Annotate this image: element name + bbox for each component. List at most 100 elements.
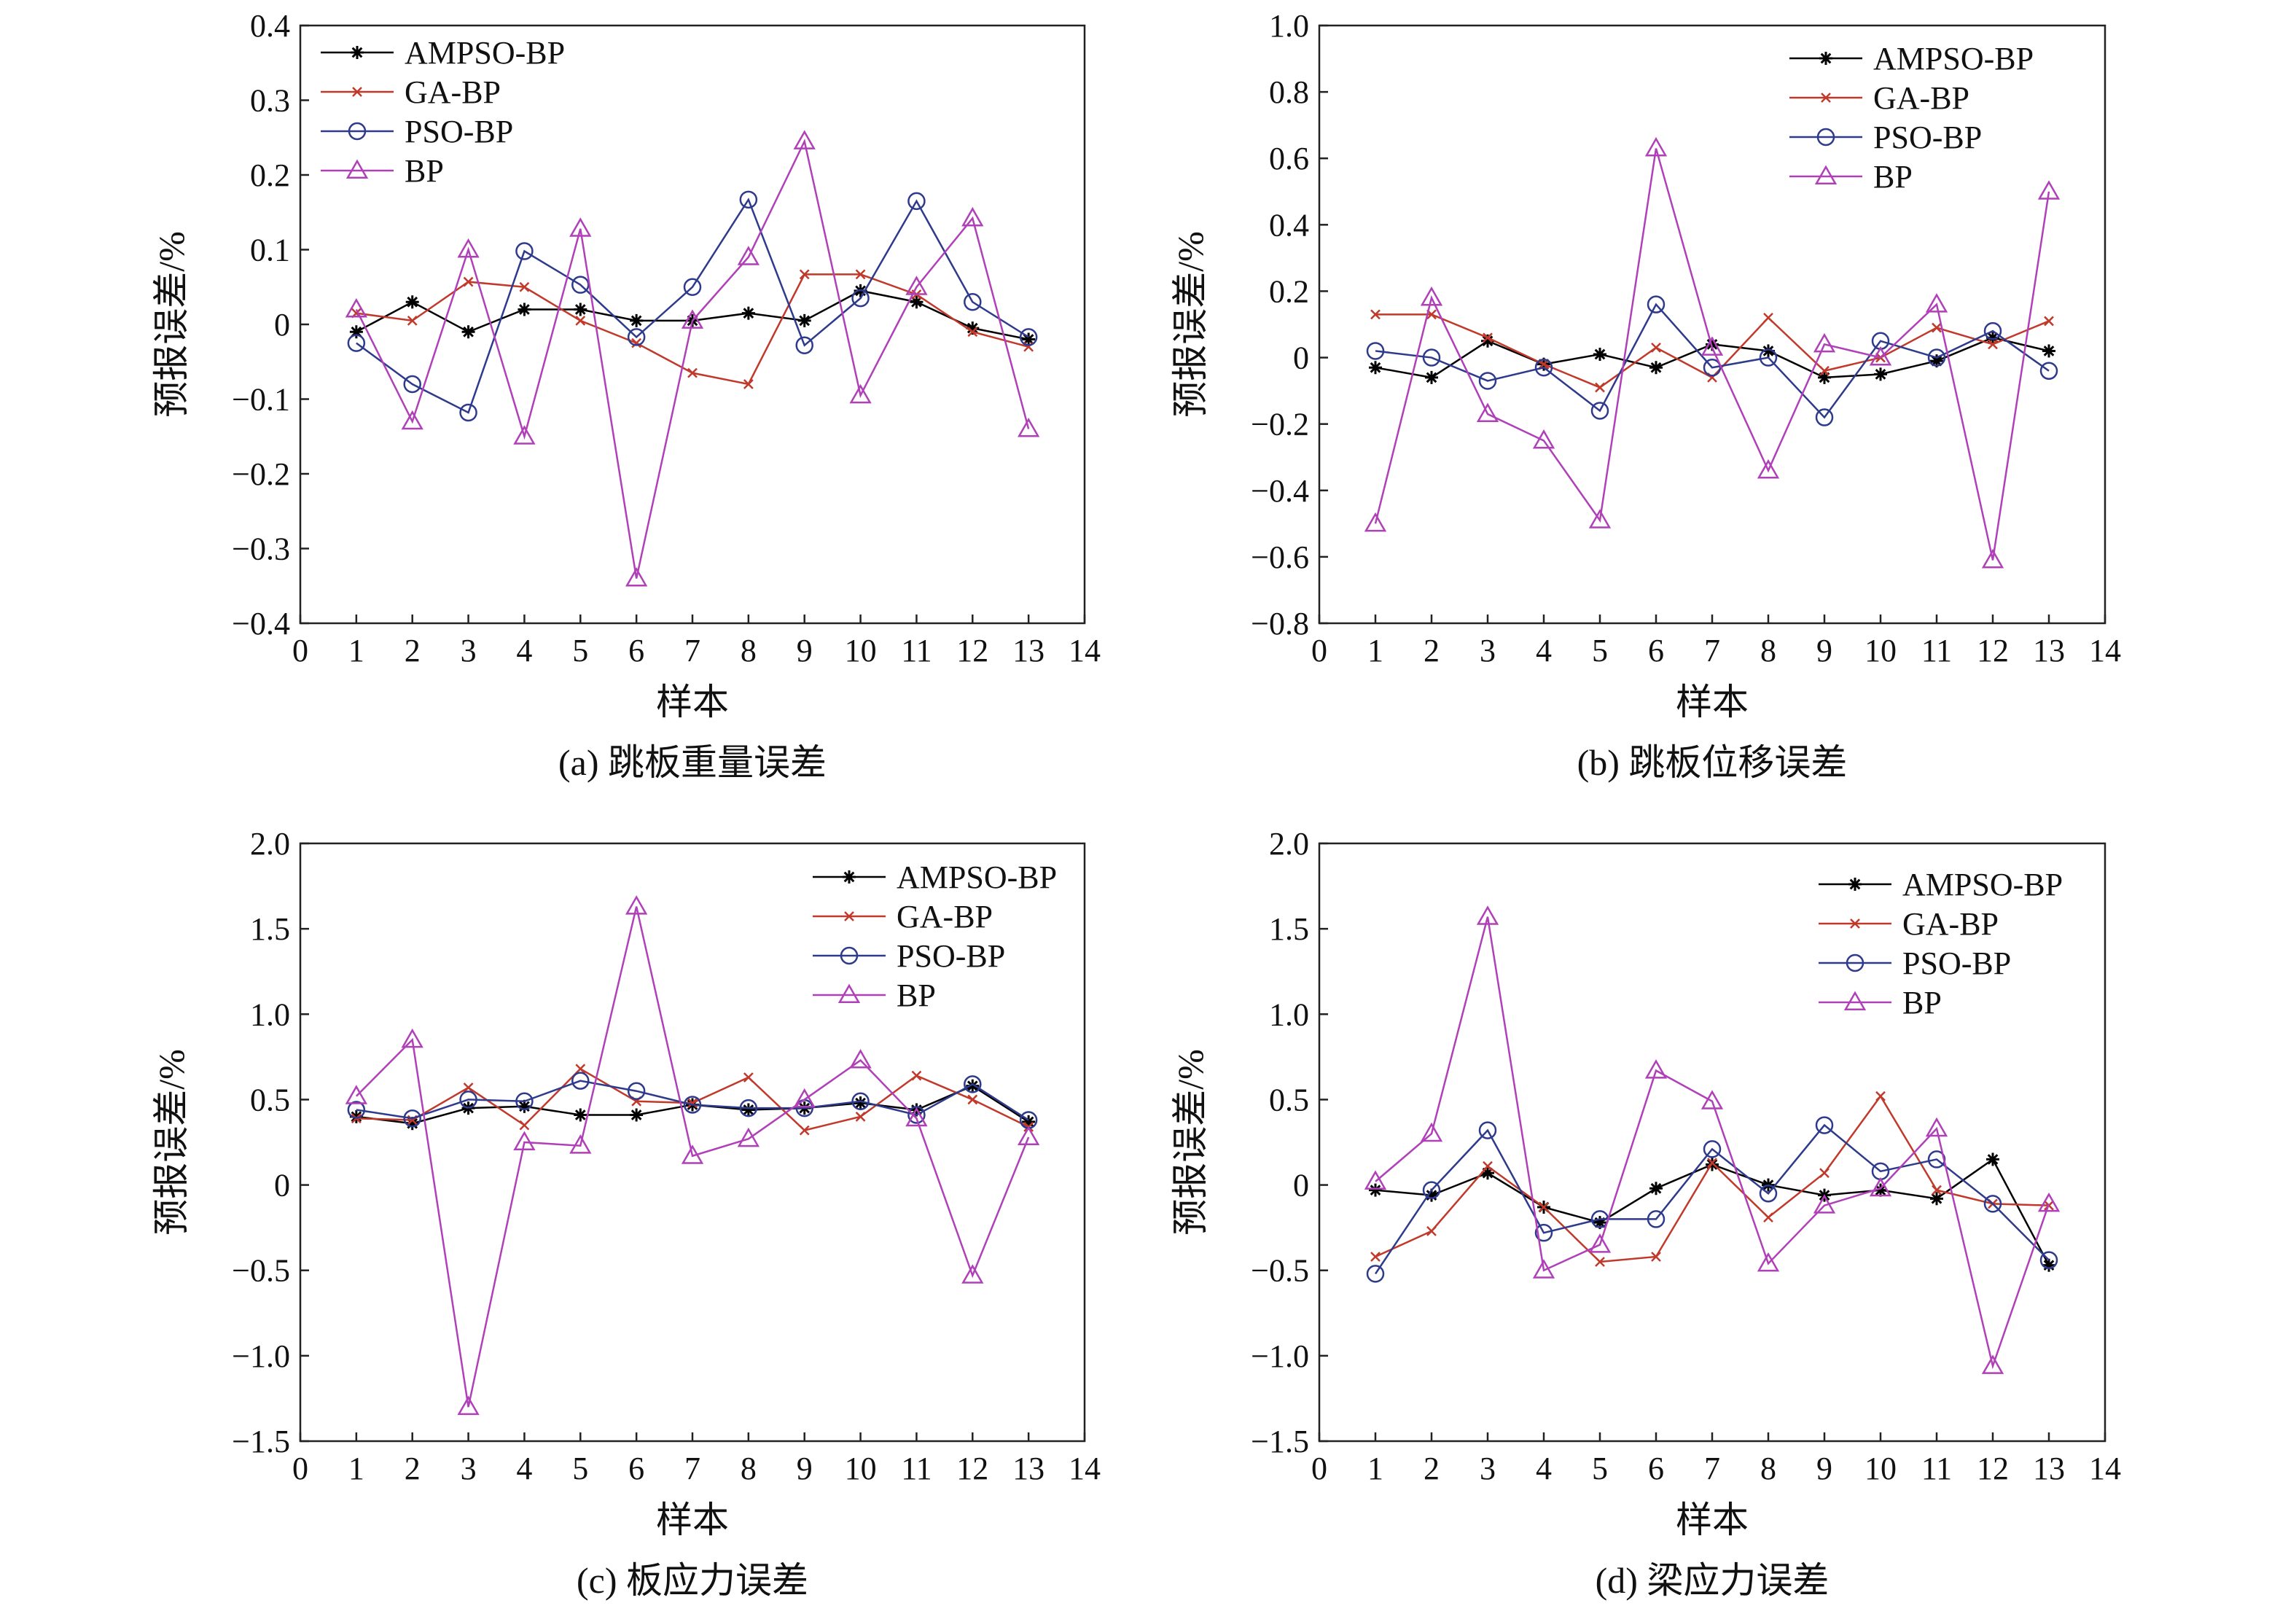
legend-marker (352, 87, 362, 97)
x-tick-label: 0 (292, 1451, 308, 1486)
data-point (967, 1094, 978, 1105)
data-point (1022, 332, 1036, 346)
data-point (347, 334, 366, 352)
data-point (575, 1064, 586, 1074)
data-point (1932, 322, 1942, 333)
data-point (401, 1028, 423, 1048)
x-tick-label: 3 (1480, 633, 1496, 668)
legend-label: GA-BP (1902, 906, 1999, 942)
legend-label: PSO-BP (1902, 945, 2011, 981)
y-tick-label: 0.5 (1269, 1082, 1309, 1117)
legend-label: AMPSO-BP (897, 859, 1057, 895)
data-point (2042, 1258, 2055, 1272)
y-tick-label: 0 (1293, 1168, 1309, 1204)
data-point (518, 303, 531, 316)
data-point (1818, 370, 1831, 384)
legend-item: PSO-BP (1789, 120, 1982, 155)
data-point (457, 238, 480, 258)
data-point (513, 425, 536, 445)
x-tick-label: 13 (1012, 1451, 1044, 1486)
series-BP (345, 895, 1040, 1416)
y-tick-label: −1.5 (232, 1424, 290, 1459)
x-tick-label: 11 (901, 1451, 932, 1486)
data-point (1981, 548, 2004, 569)
x-tick-label: 8 (1760, 633, 1776, 668)
y-tick-label: 0.8 (1269, 74, 1309, 110)
x-tick-label: 3 (1480, 1451, 1496, 1486)
x-axis-label: 样本 (1676, 1499, 1749, 1540)
data-point (961, 1264, 984, 1284)
data-point (2037, 1192, 2061, 1212)
data-point (1930, 1192, 1943, 1206)
data-point (851, 1092, 870, 1111)
legend-label: BP (1902, 985, 1942, 1021)
legend-item: PSO-BP (813, 938, 1005, 974)
x-tick-label: 6 (1648, 1451, 1664, 1486)
data-point (1478, 372, 1497, 390)
legend-label: PSO-BP (897, 938, 1005, 974)
series-PSO-BP (347, 190, 1038, 422)
x-tick-label: 12 (956, 1451, 988, 1486)
data-point (961, 206, 984, 227)
data-point (1420, 286, 1443, 306)
x-tick-label: 6 (1648, 633, 1664, 668)
x-tick-label: 4 (1536, 633, 1552, 668)
x-tick-label: 2 (1424, 1451, 1440, 1486)
data-point (1534, 358, 1553, 377)
x-tick-label: 10 (845, 633, 877, 668)
data-point (519, 281, 530, 292)
y-tick-label: 1.0 (250, 996, 290, 1032)
data-point (737, 1127, 760, 1147)
data-point (910, 295, 924, 309)
data-point (687, 1098, 698, 1108)
y-tick-label: −1.5 (1251, 1424, 1309, 1459)
data-point (1370, 309, 1381, 320)
series-line (356, 1080, 1029, 1121)
data-point (1425, 370, 1438, 384)
x-tick-label: 8 (1760, 1451, 1776, 1486)
x-tick-label: 7 (1704, 633, 1720, 668)
data-point (849, 1049, 872, 1069)
data-point (1539, 359, 1549, 370)
y-tick-label: 0 (274, 307, 290, 343)
data-point (1869, 1177, 1892, 1197)
x-axis-label: 样本 (656, 682, 729, 722)
legend-item: AMPSO-BP (321, 35, 565, 71)
x-axis-label: 样本 (1676, 682, 1749, 722)
data-point (630, 1108, 644, 1122)
data-point (1593, 348, 1606, 361)
y-tick-label: 0.5 (250, 1082, 290, 1117)
y-tick-label: −0.1 (232, 382, 290, 418)
data-point (574, 303, 587, 316)
x-tick-label: 9 (797, 633, 813, 668)
data-point (1595, 382, 1605, 393)
data-point (964, 293, 982, 311)
y-tick-label: −0.5 (1251, 1253, 1309, 1289)
data-point (1647, 1210, 1666, 1228)
legend-item: GA-BP (1789, 80, 1969, 116)
data-point (851, 289, 870, 308)
x-tick-label: 1 (1367, 633, 1383, 668)
data-point (631, 338, 642, 348)
y-tick-label: 0.2 (250, 157, 290, 193)
legend-item: AMPSO-BP (1789, 41, 2034, 77)
series-line (1375, 303, 2050, 419)
data-point (1532, 429, 1555, 449)
legend-item: BP (321, 153, 444, 189)
y-tick-label: 2.0 (250, 826, 290, 862)
data-point (911, 1070, 922, 1081)
legend-item: AMPSO-BP (813, 859, 1057, 895)
data-point (1644, 1059, 1668, 1079)
data-point (403, 375, 421, 394)
y-tick-label: 0.2 (1269, 273, 1309, 309)
data-point (1019, 328, 1038, 346)
data-point (739, 190, 758, 209)
y-tick-label: −0.3 (232, 531, 290, 567)
x-tick-label: 4 (1536, 1451, 1552, 1486)
data-point (1813, 1194, 1836, 1214)
legend-label: AMPSO-BP (1873, 41, 2034, 77)
series-line (355, 906, 1030, 1408)
data-point (849, 383, 872, 404)
legend-marker (840, 946, 859, 965)
